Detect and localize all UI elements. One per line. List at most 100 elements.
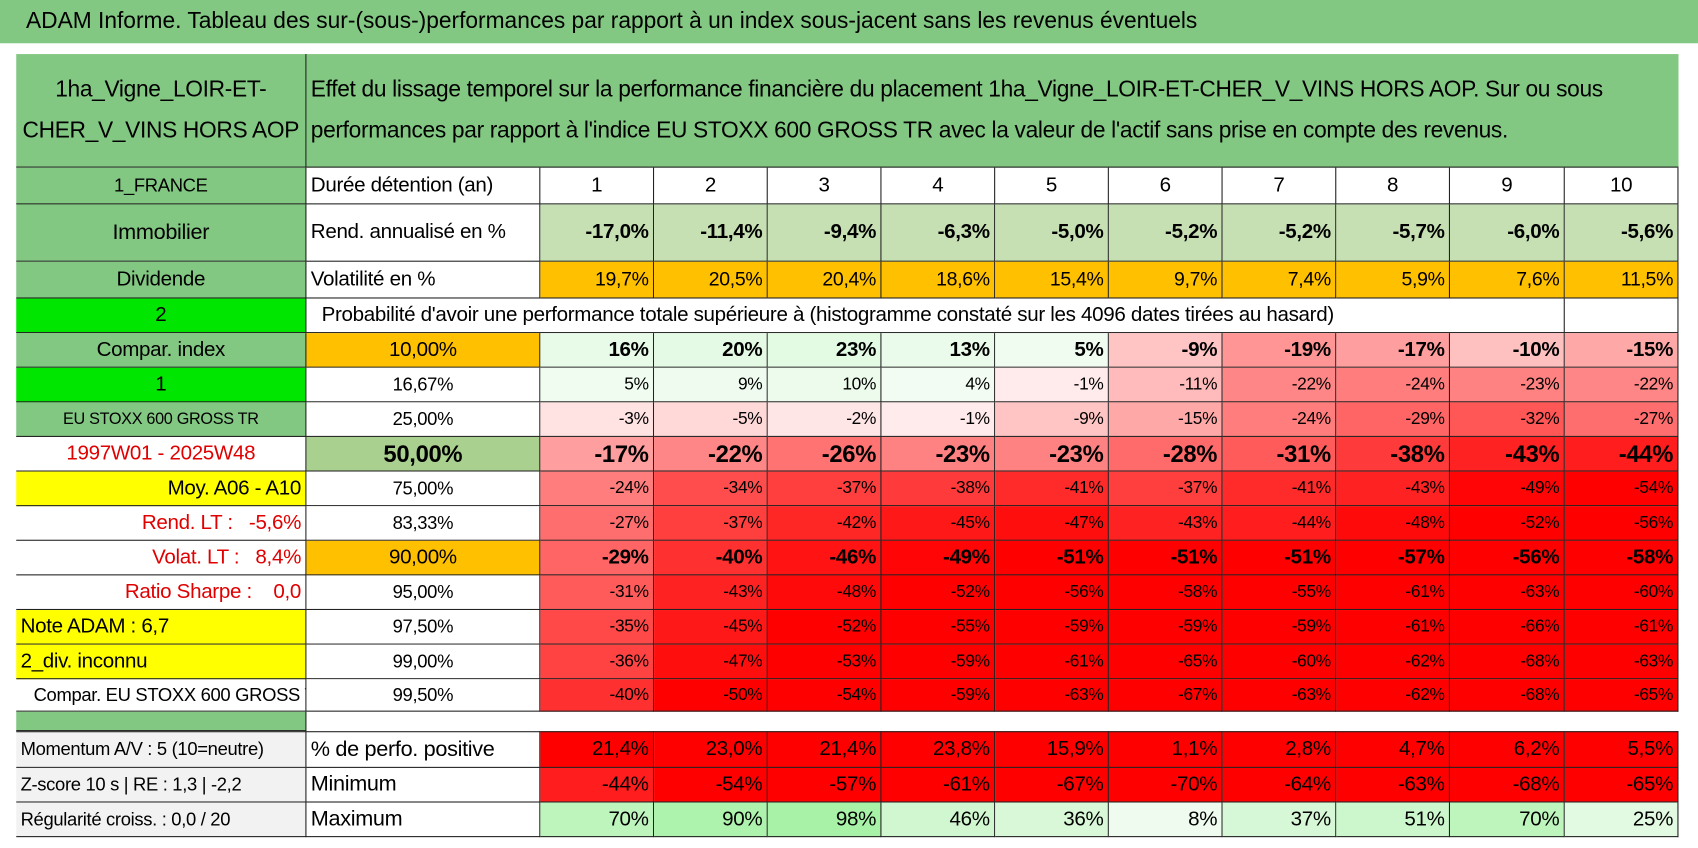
summary-cell: 2,8% [1222, 731, 1337, 768]
quantile-cell: -40% [654, 540, 768, 576]
summary-cell: 5,5% [1564, 731, 1679, 768]
quantile-label: 99,50% [306, 679, 541, 712]
quantile-label: 95,00% [306, 575, 541, 611]
volat-cell: 5,9% [1336, 261, 1451, 299]
summary-cell: 51% [1336, 802, 1451, 838]
quantile-cell: 10% [767, 367, 882, 403]
year-header: 1 [540, 167, 655, 205]
rend-cell: -6,0% [1450, 204, 1565, 262]
quantile-cell: -52% [1450, 506, 1565, 541]
quantile-cell: 13% [881, 333, 996, 368]
summary-side: Momentum A/V : 5 (10=neutre) [16, 731, 307, 768]
quantile-cell: -62% [1336, 679, 1451, 712]
year-header: 7 [1222, 167, 1337, 205]
side-label: EU STOXX 600 GROSS TR [16, 402, 307, 437]
quantile-cell: -17% [540, 436, 655, 472]
quantile-cell: -58% [1564, 540, 1679, 576]
quantile-cell: -61% [995, 644, 1109, 680]
row-label: Rend. annualisé en % [306, 204, 541, 262]
quantile-cell: -37% [767, 471, 882, 507]
quantile-cell: -22% [1222, 367, 1337, 403]
quantile-cell: -44% [1222, 506, 1337, 541]
summary-cell: 21,4% [767, 731, 882, 768]
quantile-cell: -55% [1222, 575, 1337, 611]
quantile-cell: -43% [1450, 436, 1565, 472]
quantile-cell: -63% [995, 679, 1109, 712]
quantile-cell: 5% [995, 333, 1109, 368]
summary-cell: -68% [1450, 767, 1565, 803]
quantile-cell: -51% [995, 540, 1109, 576]
quantile-cell: -47% [995, 506, 1109, 541]
quantile-cell: -23% [995, 436, 1109, 472]
quantile-label: 10,00% [306, 333, 541, 368]
quantile-cell: -38% [881, 471, 996, 507]
quantile-cell: -3% [540, 402, 655, 437]
summary-cell: 37% [1222, 802, 1337, 838]
quantile-cell: -40% [540, 679, 655, 712]
side-label: Volat. LT : 8,4% [16, 540, 307, 576]
spacer [16, 711, 307, 732]
quantile-cell: -2% [767, 402, 882, 437]
quantile-cell: -43% [1108, 506, 1223, 541]
quantile-label: 50,00% [306, 436, 541, 472]
quantile-cell: -61% [1336, 610, 1451, 645]
volat-cell: 20,5% [654, 261, 768, 299]
quantile-cell: -59% [881, 644, 996, 680]
quantile-cell: -59% [881, 679, 996, 712]
row-label: Volatilité en % [306, 261, 541, 299]
quantile-label: 83,33% [306, 506, 541, 541]
quantile-cell: -59% [995, 610, 1109, 645]
cell [1450, 298, 1565, 334]
quantile-cell: -1% [881, 402, 996, 437]
rend-cell: -9,4% [767, 204, 882, 262]
quantile-cell: -36% [540, 644, 655, 680]
volat-cell: 15,4% [995, 261, 1109, 299]
quantile-label: 97,50% [306, 610, 541, 645]
quantile-cell: -43% [1336, 471, 1451, 507]
quantile-cell: -24% [1222, 402, 1337, 437]
quantile-cell: -49% [881, 540, 996, 576]
summary-cell: 21,4% [540, 731, 655, 768]
quantile-cell: -29% [540, 540, 655, 576]
rend-cell: -5,6% [1564, 204, 1679, 262]
summary-cell: 98% [767, 802, 882, 838]
rend-cell: -17,0% [540, 204, 655, 262]
quantile-cell: -24% [1336, 367, 1451, 403]
quantile-cell: -48% [1336, 506, 1451, 541]
side-label: Immobilier [16, 204, 307, 262]
summary-cell: -70% [1108, 767, 1223, 803]
quantile-cell: -43% [654, 575, 768, 611]
summary-cell: 15,9% [995, 731, 1109, 768]
quantile-cell: -41% [995, 471, 1109, 507]
quantile-cell: -53% [767, 644, 882, 680]
quantile-cell: 9% [654, 367, 768, 403]
quantile-cell: -22% [654, 436, 768, 472]
quantile-cell: -58% [1108, 575, 1223, 611]
year-header: 6 [1108, 167, 1223, 205]
row-label: Minimum [306, 767, 541, 803]
volat-cell: 11,5% [1564, 261, 1679, 299]
volat-cell: 19,7% [540, 261, 655, 299]
quantile-cell: 5% [540, 367, 655, 403]
volat-cell: 7,4% [1222, 261, 1337, 299]
side-label: Compar. index [16, 333, 307, 368]
quantile-cell: -22% [1564, 367, 1679, 403]
quantile-cell: -34% [654, 471, 768, 507]
side-label: 1_FRANCE [16, 167, 307, 205]
quantile-cell: -38% [1336, 436, 1451, 472]
quantile-cell: -41% [1222, 471, 1337, 507]
quantile-cell: -28% [1108, 436, 1223, 472]
side-label: 2_div. inconnu [16, 644, 307, 680]
quantile-cell: -1% [995, 367, 1109, 403]
volat-cell: 9,7% [1108, 261, 1223, 299]
summary-cell: 23,8% [881, 731, 996, 768]
quantile-cell: -48% [767, 575, 882, 611]
quantile-cell: -31% [540, 575, 655, 611]
quantile-cell: -23% [881, 436, 996, 472]
row-label: % de perfo. positive [306, 731, 541, 768]
year-header: 2 [654, 167, 768, 205]
quantile-cell: 20% [654, 333, 768, 368]
quantile-cell: -32% [1450, 402, 1565, 437]
rend-cell: -5,7% [1336, 204, 1451, 262]
quantile-label: 16,67% [306, 367, 541, 403]
